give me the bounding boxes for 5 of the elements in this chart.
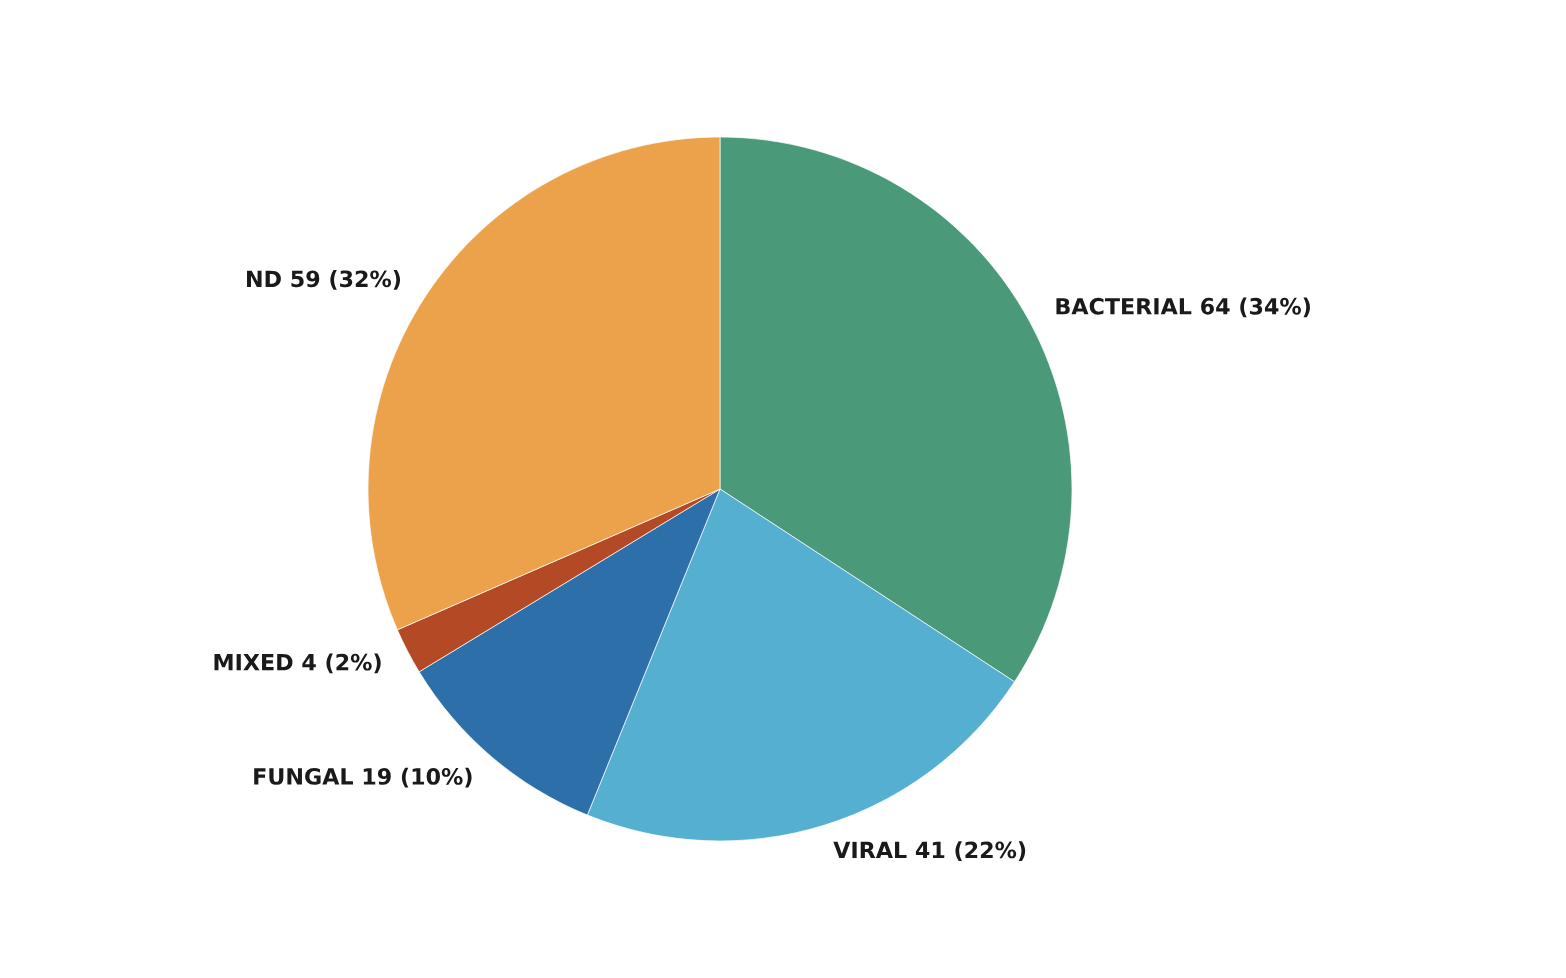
slice-label: VIRAL 41 (22%) — [833, 841, 1026, 861]
slice-label: FUNGAL 19 (10%) — [254, 767, 472, 788]
slice-label: BACTERIAL 64 (34%) — [1056, 297, 1310, 318]
slice-label: ND 59 (32%) — [247, 270, 401, 290]
slice-label: MIXED 4 (2%) — [214, 653, 381, 674]
